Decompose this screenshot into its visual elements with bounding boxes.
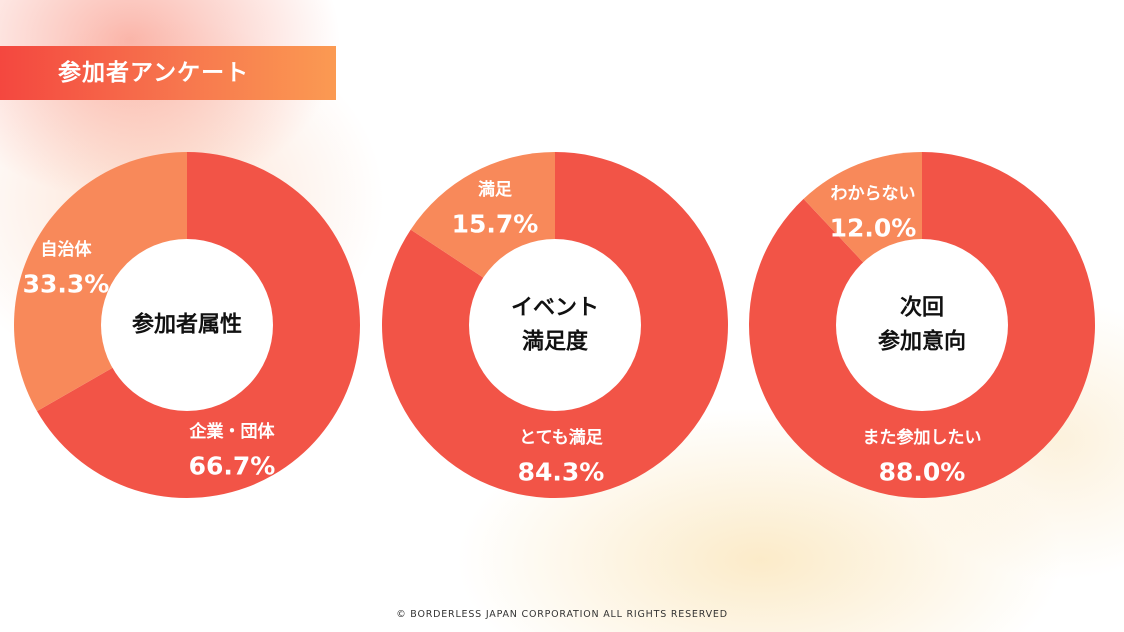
- donut-center-label: 参加者属性: [132, 312, 242, 338]
- page-title: 参加者アンケート: [58, 60, 250, 86]
- slice-category-label: とても満足: [519, 427, 603, 448]
- slice-value-label: 84.3%: [518, 458, 605, 487]
- donut-center-label: 参加意向: [878, 329, 966, 355]
- donut-center-label: イベント: [511, 296, 599, 321]
- title-banner: 参加者アンケート: [0, 46, 336, 100]
- copyright-footer: © BORDERLESS JAPAN CORPORATION ALL RIGHT…: [396, 609, 728, 620]
- slice-category-label: 企業・団体: [189, 421, 276, 442]
- slice-value-label: 15.7%: [452, 210, 539, 239]
- slice-value-label: 33.3%: [23, 270, 110, 299]
- slice-value-label: 88.0%: [879, 458, 966, 487]
- donut-center-hole: [836, 239, 1008, 411]
- slice-value-label: 66.7%: [189, 452, 276, 481]
- donut-center-hole: [101, 239, 273, 411]
- donut-center-label: 次回: [900, 295, 944, 321]
- donut-center-hole: [469, 239, 641, 411]
- slice-category-label: 満足: [478, 179, 512, 200]
- slice-category-label: 自治体: [41, 239, 93, 260]
- slice-value-label: 12.0%: [830, 214, 917, 243]
- slice-category-label: わからない: [831, 184, 916, 204]
- donut-center-label: 満足度: [522, 329, 589, 355]
- slice-category-label: また参加したい: [863, 427, 982, 448]
